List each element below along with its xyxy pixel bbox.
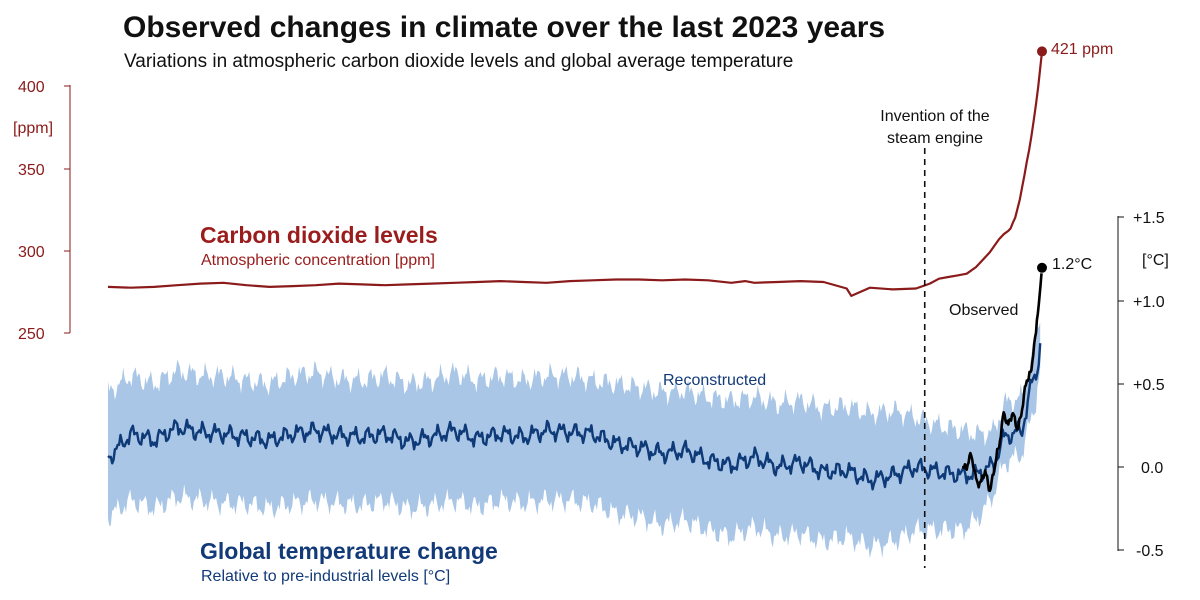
co2-tick-label: 350 [18, 162, 45, 179]
co2-series-subtitle: Atmospheric concentration [ppm] [201, 252, 435, 269]
temperature-tick-label: -0.5 [1136, 543, 1164, 560]
temperature-uncertainty-band [108, 322, 1041, 559]
co2-end-label: 421 ppm [1051, 41, 1113, 58]
co2-series-title: Carbon dioxide levels [200, 222, 438, 248]
temperature-end-marker [1037, 262, 1047, 273]
temperature-tick-label: 0.0 [1141, 460, 1163, 477]
temperature-end-label: 1.2°C [1052, 256, 1092, 273]
temperature-observed-line [961, 273, 1043, 493]
co2-tick-label: 250 [18, 326, 45, 343]
temperature-unit-label: [°C] [1142, 252, 1169, 269]
steam-engine-label-line2: steam engine [887, 130, 983, 147]
temperature-tick-label: +1.0 [1133, 294, 1165, 311]
temperature-tick-label: +1.5 [1133, 210, 1165, 227]
temperature-series-title: Global temperature change [200, 538, 498, 564]
temperature-reconstructed-line [107, 343, 1042, 491]
temperature-tick-label: +0.5 [1133, 377, 1165, 394]
co2-unit-label: [ppm] [13, 120, 53, 137]
co2-axis: 400 [ppm] 350 300 250 [13, 79, 71, 343]
co2-line [107, 51, 1044, 297]
chart-subtitle: Variations in atmospheric carbon dioxide… [124, 51, 793, 72]
steam-engine-label-line1: Invention of the [880, 108, 990, 125]
temperature-axis: +1.5 [°C] +1.0 +0.5 0.0 -0.5 [1117, 210, 1169, 560]
co2-tick-label: 300 [18, 244, 45, 261]
observed-label: Observed [949, 302, 1018, 319]
chart-title: Observed changes in climate over the las… [123, 11, 885, 44]
temperature-series-subtitle: Relative to pre-industrial levels [°C] [201, 568, 450, 585]
co2-end-marker [1037, 46, 1047, 57]
co2-tick-label: 400 [18, 79, 45, 96]
reconstructed-label: Reconstructed [663, 372, 766, 389]
